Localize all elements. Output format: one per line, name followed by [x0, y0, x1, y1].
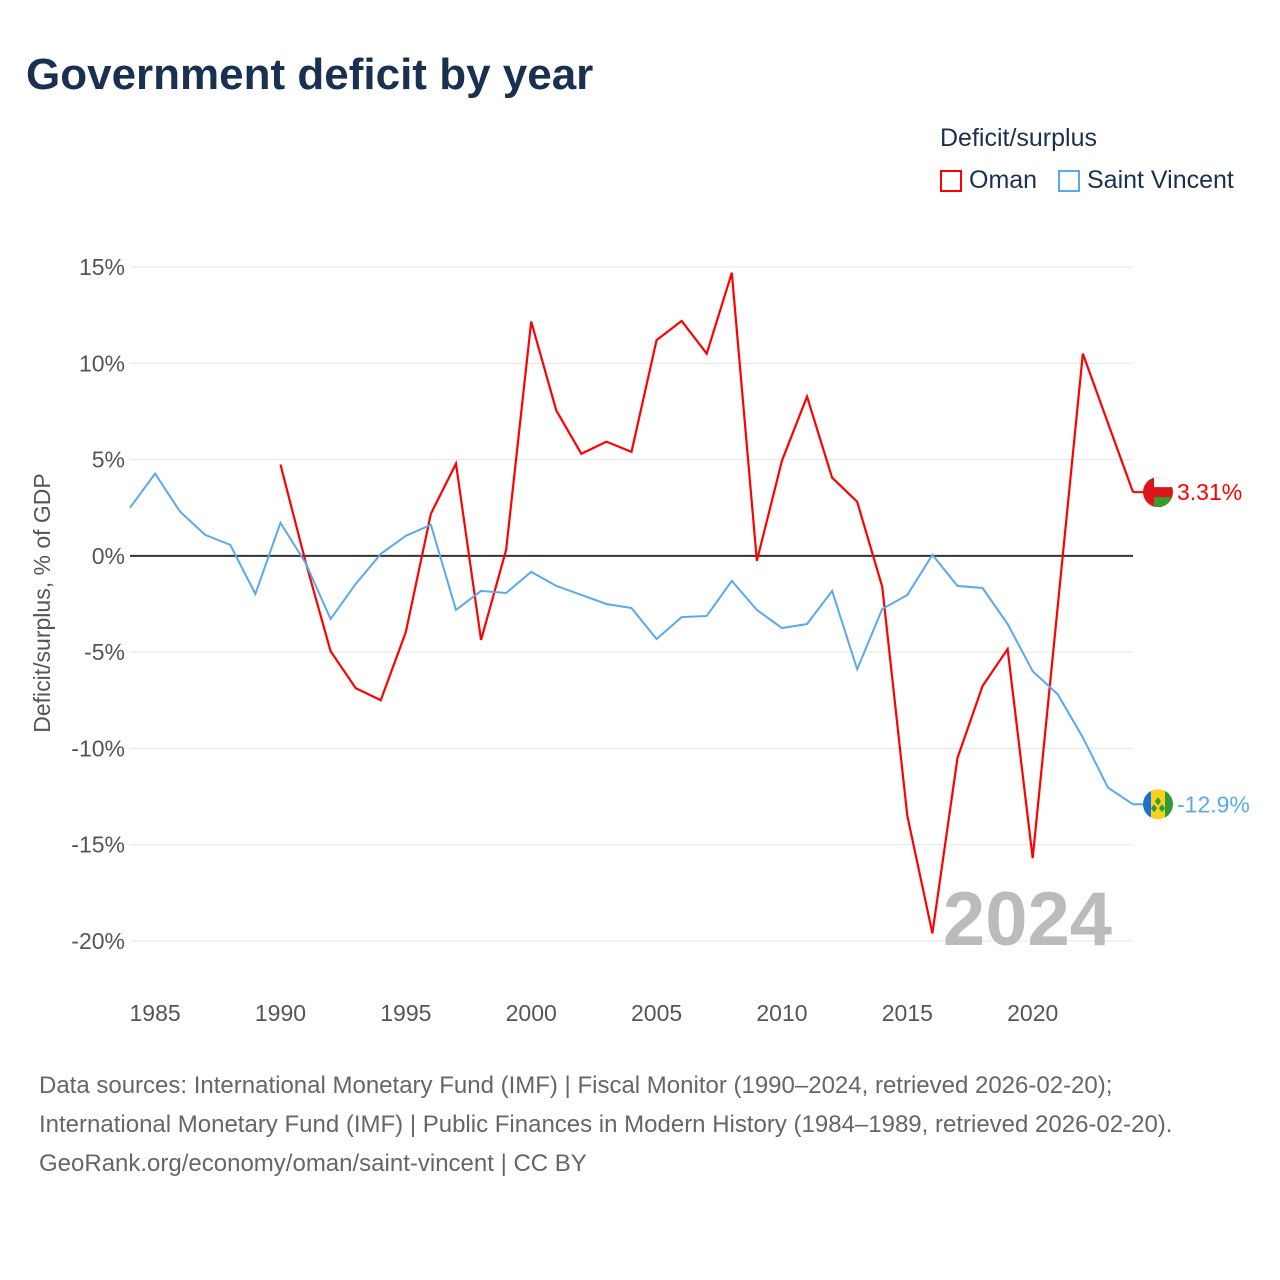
y-tick-label: 10%	[79, 350, 125, 376]
line-chart: 2024 15% 10% 5% 0% -5% -10% -15% -20% 1985 1990 19…	[29, 254, 1250, 1026]
x-tick-label: 2010	[756, 1000, 807, 1026]
legend-swatch-oman	[940, 169, 962, 192]
year-watermark: 2024	[943, 877, 1112, 962]
end-value-label: -12.9%	[1177, 791, 1250, 817]
series-line-oman	[279, 272, 1135, 934]
data-sources-text: Data sources: International Monetary Fun…	[39, 1072, 1173, 1138]
legend-title: Deficit/surplus	[940, 124, 1097, 152]
x-tick-label: 1990	[255, 1000, 306, 1026]
y-tick-label: -15%	[71, 832, 125, 858]
x-tick-label: 2020	[1007, 1000, 1058, 1026]
sources: Data sources: International Monetary Fun…	[39, 1066, 1249, 1183]
saint-vincent-flag-icon	[1143, 789, 1173, 820]
x-tick-label: 1995	[380, 1000, 431, 1026]
y-axis-label: Deficit/surplus, % of GDP	[29, 473, 55, 732]
legend-item-oman[interactable]: Oman	[940, 166, 1037, 195]
legend-label-saint-vincent: Saint Vincent	[1087, 166, 1234, 194]
x-tick-label: 2000	[506, 1000, 557, 1026]
legend-item-saint-vincent[interactable]: Saint Vincent	[1058, 166, 1234, 195]
y-tick-label: 5%	[92, 447, 125, 473]
x-tick-label: 2015	[882, 1000, 933, 1026]
y-tick-label: 0%	[92, 543, 125, 569]
chart-title: Government deficit by year	[26, 50, 594, 99]
oman-flag-icon	[1143, 477, 1173, 508]
series-line-saint-vincent	[129, 471, 1134, 806]
attribution-link[interactable]: GeoRank.org/economy/oman/saint-vincent |…	[39, 1150, 587, 1177]
legend-swatch-saint-vincent	[1058, 169, 1080, 192]
x-tick-label: 1985	[129, 1000, 180, 1026]
y-tick-label: -5%	[84, 639, 125, 665]
y-tick-label: 15%	[79, 254, 125, 280]
y-tick-label: -10%	[71, 735, 125, 761]
x-tick-label: 2005	[631, 1000, 682, 1026]
y-tick-label: -20%	[71, 928, 125, 954]
legend-label-oman: Oman	[969, 166, 1038, 194]
end-value-label: 3.31%	[1177, 479, 1242, 505]
